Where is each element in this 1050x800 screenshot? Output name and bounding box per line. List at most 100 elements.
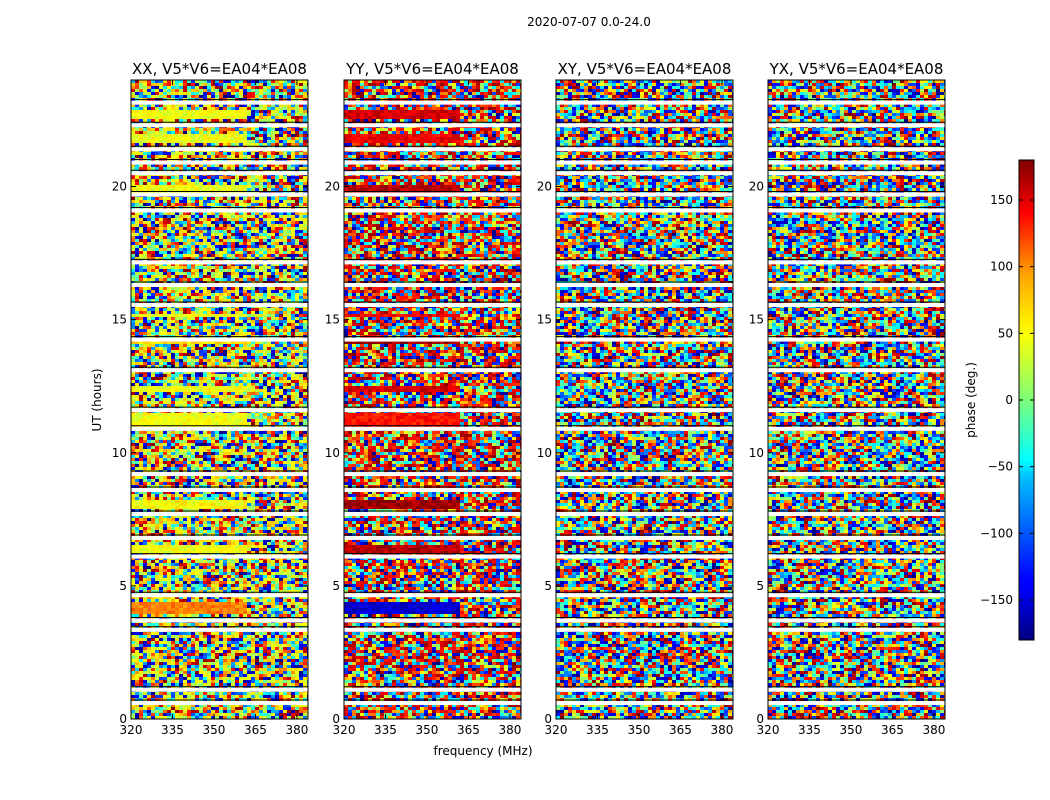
heatmap-cell	[283, 329, 287, 332]
heatmap-cell	[283, 155, 287, 158]
heatmap-cell	[227, 290, 231, 293]
heatmap-cell	[247, 290, 251, 293]
heatmap-cell	[251, 230, 255, 233]
heatmap-cell	[279, 326, 283, 329]
heatmap-cell	[259, 323, 263, 326]
heatmap-cell	[299, 140, 303, 143]
heatmap-cell	[135, 254, 139, 257]
heatmap-cell	[131, 233, 135, 236]
heatmap-cell	[299, 272, 303, 275]
heatmap-cell	[199, 320, 203, 323]
heatmap-cell	[291, 269, 295, 272]
heatmap-cell	[207, 245, 211, 248]
heatmap-cell	[171, 119, 175, 122]
heatmap-cell	[279, 251, 283, 254]
heatmap-cell	[231, 377, 235, 380]
heatmap-cell	[259, 374, 263, 377]
heatmap-cell	[215, 155, 219, 158]
heatmap-cell	[171, 296, 175, 299]
heatmap-cell	[207, 164, 211, 167]
heatmap-cell	[159, 401, 163, 404]
heatmap-cell	[271, 92, 275, 95]
heatmap-cell	[167, 236, 171, 239]
heatmap-cell	[199, 275, 203, 278]
heatmap-cell	[235, 83, 239, 86]
heatmap-cell	[147, 275, 151, 278]
heatmap-cell	[171, 299, 175, 302]
heatmap-cell	[211, 365, 215, 368]
heatmap-cell	[223, 113, 227, 116]
heatmap-cell	[183, 344, 187, 347]
heatmap-cell	[171, 317, 175, 320]
heatmap-cell	[179, 110, 183, 113]
heatmap-cell	[187, 221, 191, 224]
heatmap-cell	[263, 395, 267, 398]
heatmap-cell	[215, 89, 219, 92]
heatmap-cell	[295, 92, 299, 95]
heatmap-cell	[131, 155, 135, 158]
heatmap-cell	[203, 110, 207, 113]
heatmap-cell	[147, 347, 151, 350]
heatmap-cell	[279, 359, 283, 362]
heatmap-cell	[203, 389, 207, 392]
heatmap-cell	[259, 83, 263, 86]
heatmap-cell	[271, 239, 275, 242]
heatmap-cell	[239, 110, 243, 113]
heatmap-cell	[211, 83, 215, 86]
heatmap-cell	[211, 398, 215, 401]
heatmap-cell	[271, 395, 275, 398]
heatmap-cell	[263, 266, 267, 269]
heatmap-cell	[195, 83, 199, 86]
heatmap-cell	[155, 275, 159, 278]
heatmap-cell	[171, 287, 175, 290]
heatmap-cell	[187, 251, 191, 254]
heatmap-cell	[251, 80, 255, 83]
heatmap-cell	[143, 386, 147, 389]
heatmap-cell	[163, 164, 167, 167]
heatmap-cell	[235, 278, 239, 281]
heatmap-cell	[131, 383, 135, 386]
heatmap-cell	[263, 197, 267, 200]
heatmap-cell	[211, 248, 215, 251]
heatmap-cell	[227, 344, 231, 347]
heatmap-cell	[159, 236, 163, 239]
heatmap-cell	[139, 389, 143, 392]
heatmap-cell	[163, 227, 167, 230]
heatmap-cell	[131, 92, 135, 95]
heatmap-cell	[235, 167, 239, 170]
heatmap-cell	[251, 323, 255, 326]
heatmap-cell	[159, 308, 163, 311]
heatmap-cell	[263, 257, 267, 260]
heatmap-cell	[155, 167, 159, 170]
heatmap-cell	[199, 239, 203, 242]
heatmap-cell	[143, 344, 147, 347]
heatmap-cell	[295, 323, 299, 326]
heatmap-cell	[231, 164, 235, 167]
heatmap-cell	[239, 215, 243, 218]
heatmap-cell	[171, 200, 175, 203]
heatmap-cell	[279, 299, 283, 302]
heatmap-cell	[215, 167, 219, 170]
heatmap-cell	[211, 383, 215, 386]
heatmap-cell	[191, 230, 195, 233]
heatmap-cell	[271, 245, 275, 248]
heatmap-cell	[279, 236, 283, 239]
heatmap-cell	[219, 326, 223, 329]
heatmap-cell	[255, 224, 259, 227]
heatmap-cell	[227, 380, 231, 383]
heatmap-cell	[167, 401, 171, 404]
heatmap-cell	[251, 320, 255, 323]
heatmap-cell	[147, 308, 151, 311]
heatmap-cell	[267, 293, 271, 296]
heatmap-cell	[275, 182, 279, 185]
heatmap-cell	[299, 152, 303, 155]
heatmap-cell	[267, 269, 271, 272]
heatmap-cell	[179, 164, 183, 167]
heatmap-cell	[207, 395, 211, 398]
heatmap-cell	[171, 365, 175, 368]
heatmap-cell	[227, 239, 231, 242]
heatmap-cell	[203, 377, 207, 380]
heatmap-cell	[159, 341, 163, 344]
heatmap-cell	[135, 155, 139, 158]
heatmap-cell	[291, 293, 295, 296]
